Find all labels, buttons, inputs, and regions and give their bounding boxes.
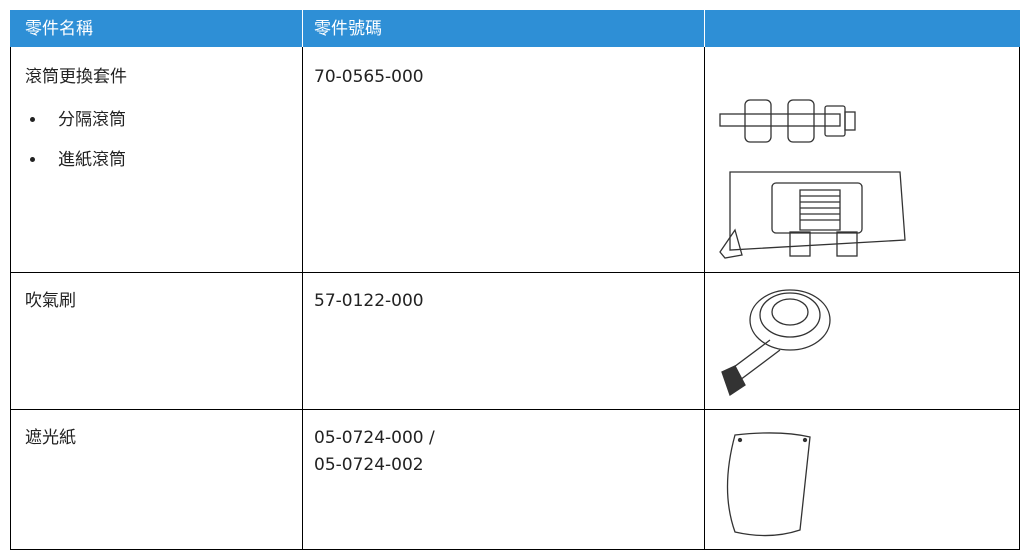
scanner-part-illustration xyxy=(719,171,906,259)
header-divider xyxy=(302,10,303,47)
blower-illustration xyxy=(721,289,831,397)
border xyxy=(302,47,303,550)
part-number: 05-0724-000 / xyxy=(314,428,435,448)
bullet xyxy=(30,157,35,162)
sub-item: 分隔滾筒 xyxy=(58,110,126,130)
border xyxy=(1019,47,1020,550)
header-divider xyxy=(704,10,705,47)
border xyxy=(10,409,1020,410)
bullet xyxy=(30,117,35,122)
header-cell: 零件名稱 xyxy=(25,19,93,39)
roller-illustration xyxy=(719,99,856,143)
part-name: 吹氣刷 xyxy=(25,291,76,311)
border xyxy=(10,272,1020,273)
header-cell: 零件號碼 xyxy=(314,19,382,39)
paper-illustration xyxy=(726,432,811,537)
border xyxy=(10,47,11,550)
part-number: 05-0724-002 xyxy=(314,455,424,475)
part-name: 遮光紙 xyxy=(25,428,76,448)
part-number: 70-0565-000 xyxy=(314,67,424,87)
border xyxy=(704,47,705,550)
part-number: 57-0122-000 xyxy=(314,291,424,311)
sub-item: 進紙滾筒 xyxy=(58,150,126,170)
header-row xyxy=(10,10,1020,47)
part-name: 滾筒更換套件 xyxy=(25,67,127,87)
